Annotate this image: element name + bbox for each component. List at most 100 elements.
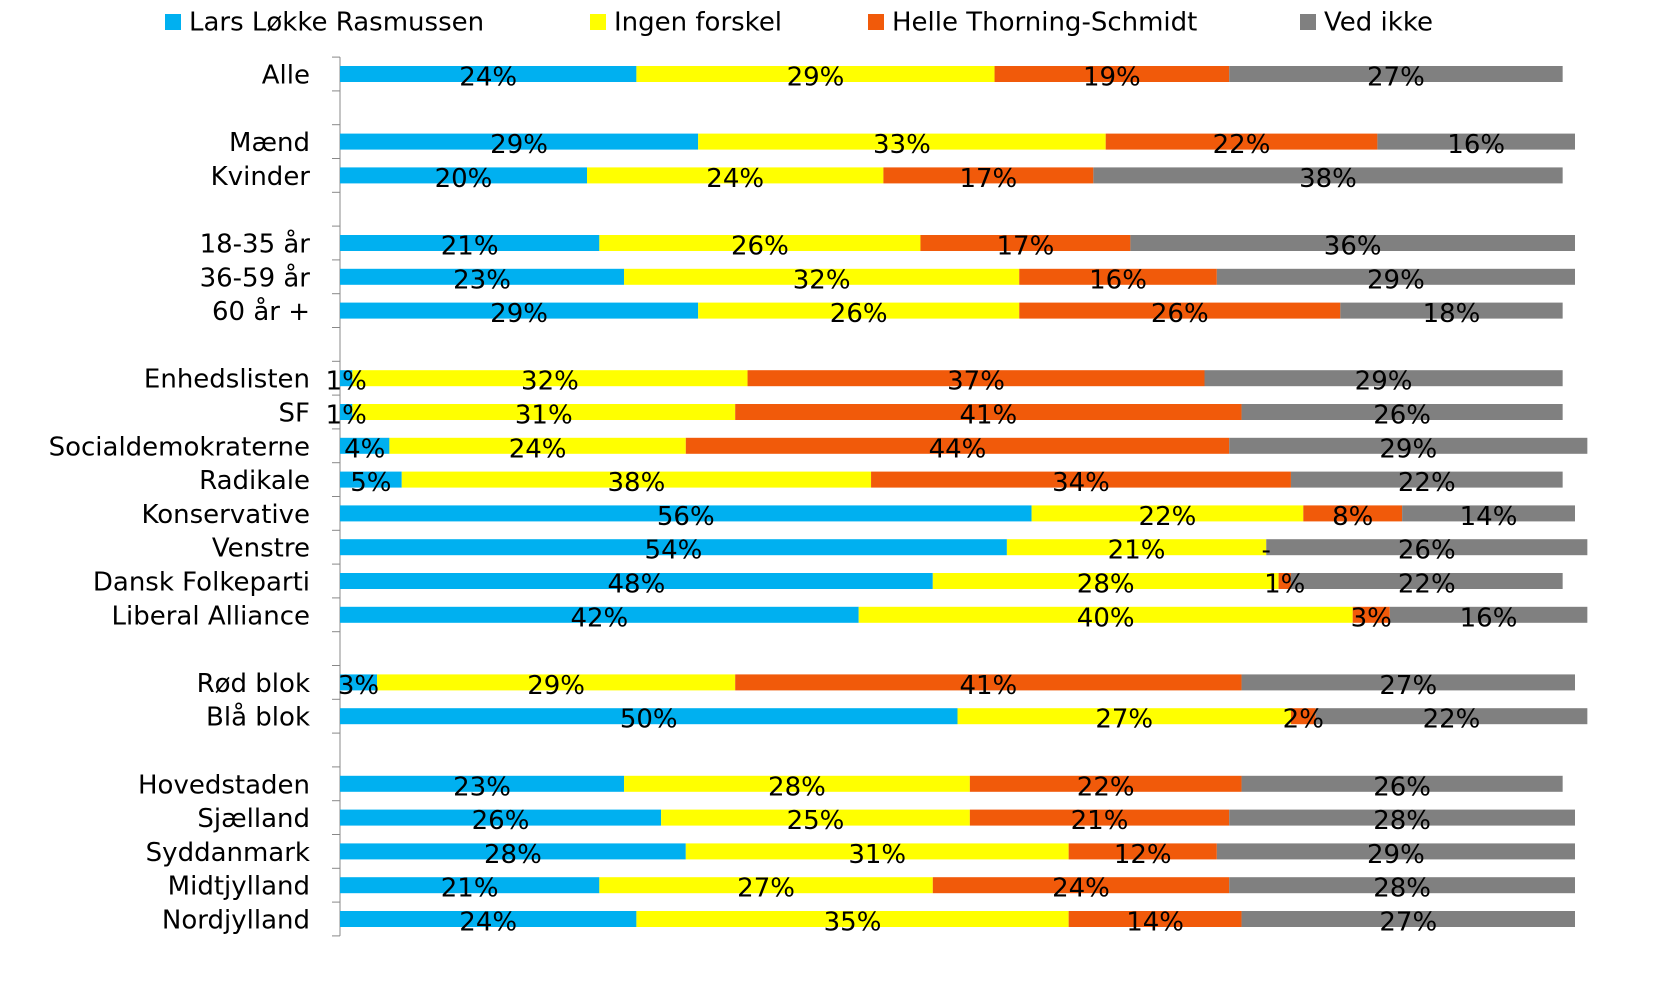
data-label: 23% (453, 772, 511, 802)
bar-segment (1068, 843, 1217, 860)
legend-label: Helle Thorning-Schmidt (892, 8, 1197, 38)
y-tick-label: Konservative (142, 500, 311, 530)
bar-segment (1093, 167, 1563, 184)
bar-segment (969, 809, 1230, 826)
data-label: 3% (338, 671, 379, 701)
y-tick-label: Liberal Alliance (112, 601, 310, 631)
bar-segment (1241, 775, 1563, 792)
bar-segment (1290, 708, 1316, 725)
data-label: 38% (1299, 164, 1357, 194)
data-label: 5% (350, 468, 391, 498)
y-tick-label: Enhedslisten (144, 365, 310, 395)
data-label: 26% (1373, 401, 1431, 431)
bar-segment (1130, 235, 1575, 251)
bar-segment (587, 167, 884, 184)
bar-segment (1303, 505, 1403, 522)
data-label: 29% (787, 63, 845, 93)
data-label: 27% (1379, 908, 1437, 938)
bar-segment (1019, 268, 1217, 285)
data-label: 24% (509, 434, 567, 464)
data-label: 16% (1447, 130, 1505, 160)
data-label: 21% (441, 232, 499, 262)
data-label: 48% (608, 570, 666, 600)
bar-segment (994, 66, 1230, 82)
data-label: 24% (706, 164, 764, 194)
data-label: 28% (484, 840, 542, 870)
bar-segment (1204, 370, 1563, 387)
bar-segment (1031, 505, 1304, 522)
legend-swatch (165, 14, 181, 30)
bar-segment (698, 302, 1020, 319)
y-tick-label: Hovedstaden (138, 770, 310, 800)
y-tick-label: Sjælland (197, 804, 310, 834)
y-tick-label: Mænd (229, 128, 310, 158)
data-label: 14% (1460, 502, 1518, 532)
bar-segment (340, 471, 402, 488)
data-label: 42% (570, 603, 628, 633)
y-tick-label: Venstre (212, 534, 310, 564)
bar-segment (599, 235, 921, 251)
bar-segment (340, 268, 625, 285)
bar-segment (1229, 877, 1575, 894)
bar-segment (1105, 133, 1378, 150)
bar-segment (1068, 911, 1242, 927)
bar-segment (1241, 911, 1575, 927)
data-label: 16% (1089, 265, 1147, 295)
data-label: 8% (1332, 502, 1373, 532)
bar-segment (735, 404, 1242, 420)
bar-segment (932, 877, 1230, 894)
data-label: 56% (657, 502, 715, 532)
y-tick-label: SF (279, 399, 310, 429)
data-label: 22% (1398, 468, 1456, 498)
data-label: 35% (824, 908, 882, 938)
data-label: 41% (959, 401, 1017, 431)
data-label: 40% (1077, 603, 1135, 633)
bar-segment (1290, 471, 1563, 488)
bar-segment (1278, 573, 1291, 589)
bar-segment (1019, 302, 1341, 319)
data-label: 19% (1083, 63, 1141, 93)
bar-segment (340, 66, 637, 82)
data-label: 27% (1367, 63, 1425, 93)
data-label: 1% (326, 401, 367, 431)
data-label: 22% (1398, 570, 1456, 600)
y-tick-label: Blå blok (206, 702, 310, 733)
y-tick-label: Nordjylland (162, 906, 310, 936)
data-label: 21% (1071, 806, 1129, 836)
legend-swatch (868, 14, 884, 30)
data-label: 37% (947, 367, 1005, 397)
data-label: 17% (997, 232, 1055, 262)
bar-segment (340, 133, 699, 150)
data-label: 24% (1052, 874, 1110, 904)
data-label: 38% (608, 468, 666, 498)
bar-segment (352, 370, 748, 387)
bar-segment (1216, 843, 1575, 860)
bar-segment (747, 370, 1205, 387)
data-label: 22% (1077, 772, 1135, 802)
bar-segment (957, 708, 1291, 725)
data-label: 31% (848, 840, 906, 870)
data-label: 44% (929, 434, 987, 464)
data-label: 26% (1151, 299, 1209, 329)
data-label: 26% (472, 806, 530, 836)
bar-segment (340, 674, 378, 691)
data-label: 29% (490, 130, 548, 160)
data-label: 26% (830, 299, 888, 329)
data-label: 24% (459, 908, 517, 938)
legend-swatch (590, 14, 606, 30)
data-label: 23% (453, 265, 511, 295)
legend-label: Lars Løkke Rasmussen (189, 8, 484, 38)
bar-segment (599, 877, 933, 894)
bar-segment (340, 505, 1032, 522)
bar-segment (340, 302, 699, 319)
data-label: 28% (768, 772, 826, 802)
data-label: 26% (1373, 772, 1431, 802)
data-label: 21% (441, 874, 499, 904)
data-label: 32% (521, 367, 579, 397)
bar-segment (352, 404, 736, 420)
bar-segment (340, 911, 637, 927)
bar-segment (1266, 539, 1588, 556)
bar-segment (661, 809, 970, 826)
y-tick-label: Midtjylland (168, 872, 310, 902)
bar-segment (624, 268, 1020, 285)
